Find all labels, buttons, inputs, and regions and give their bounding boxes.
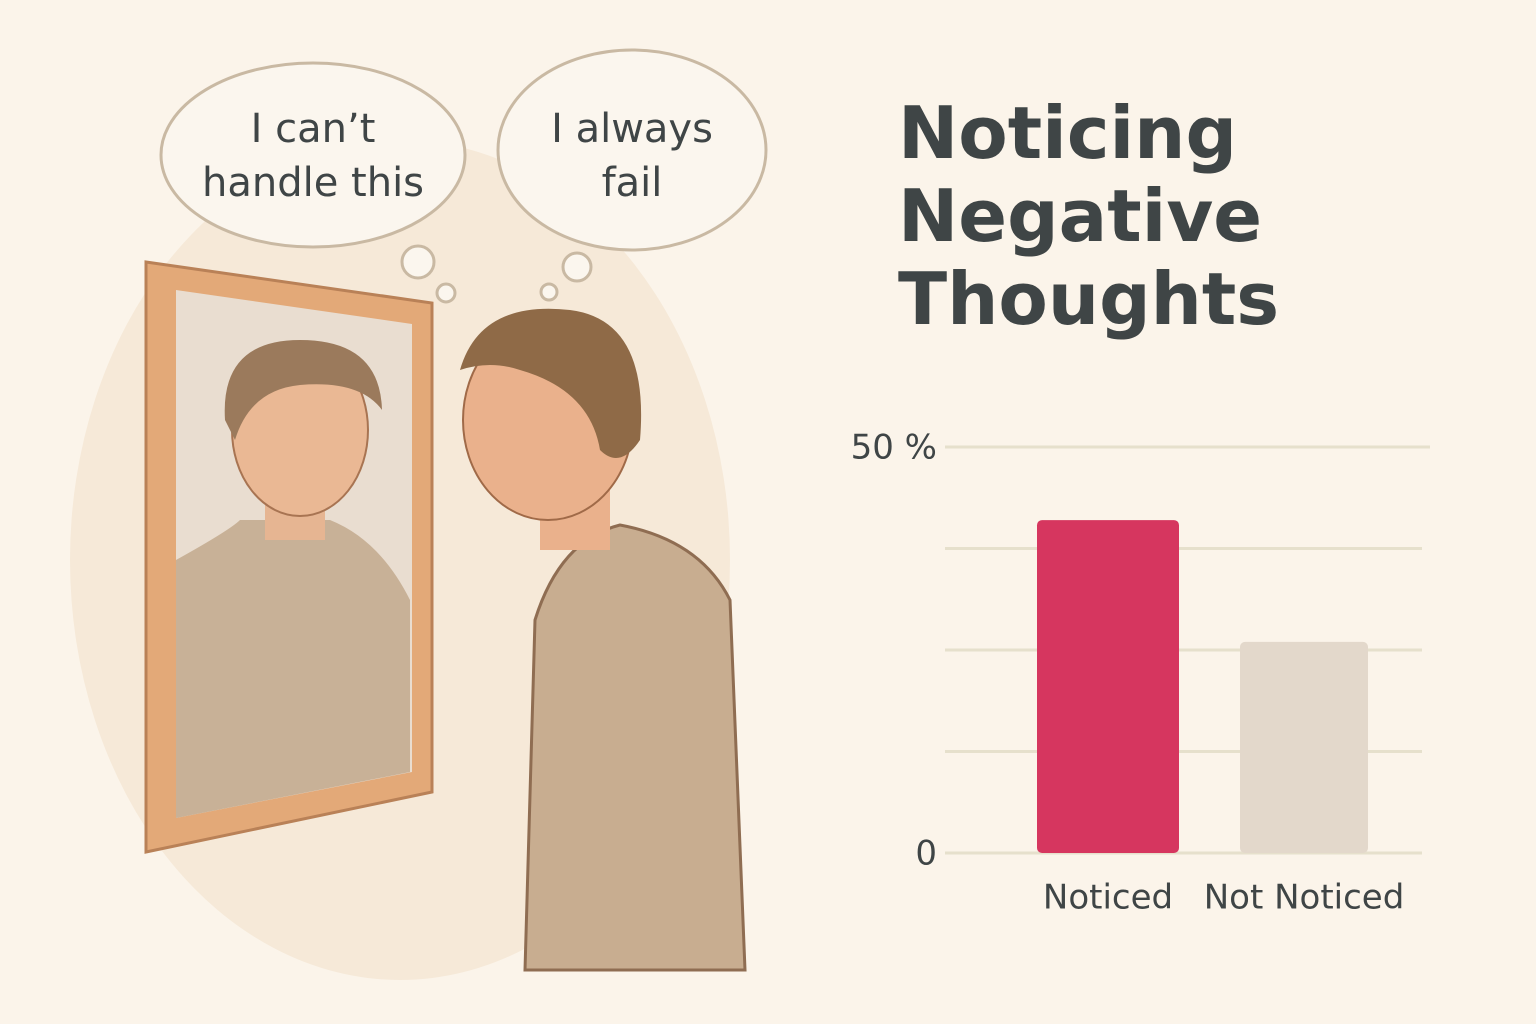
man-hair [460,308,642,458]
man-shirt [523,523,747,972]
reflection-shirt [176,520,410,818]
thought-text: I can’t handle this [201,106,425,206]
thought-text: I always fail [551,106,713,206]
thought-cloud [159,48,768,304]
chart-title: Noticing Negative Thoughts [898,91,1280,341]
reflection-hair [224,340,382,440]
